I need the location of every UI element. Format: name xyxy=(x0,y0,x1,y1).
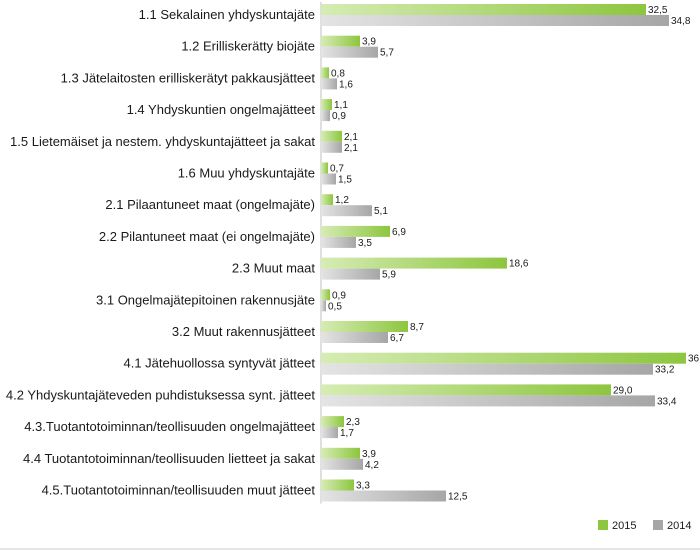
bar-2015-6 xyxy=(321,162,328,174)
bar-2015-3 xyxy=(321,67,329,79)
bar-2014-2 xyxy=(321,46,378,58)
bar-2014-14 xyxy=(321,427,338,439)
data-label-2015-11: 8,7 xyxy=(410,322,424,333)
bar-2015-14 xyxy=(321,416,344,428)
data-label-2014-10: 0,5 xyxy=(328,301,342,312)
data-label-2015-10: 0,9 xyxy=(332,290,346,301)
data-label-2015-1: 32,5 xyxy=(648,5,668,16)
bar-2015-2 xyxy=(321,35,360,47)
data-label-2015-12: 36,5 xyxy=(688,354,700,365)
data-label-2014-7: 5,1 xyxy=(374,206,388,217)
bar-2015-12 xyxy=(321,352,686,364)
bar-2015-10 xyxy=(321,289,330,301)
bar-2014-1 xyxy=(321,15,669,26)
data-label-2015-3: 0,8 xyxy=(331,68,345,79)
bar-2014-9 xyxy=(321,268,380,280)
category-label: 1.5 Lietemäiset ja nestem. yhdyskuntajät… xyxy=(10,134,315,149)
bar-2015-9 xyxy=(321,257,507,269)
bar-2015-5 xyxy=(321,130,342,142)
bar-2014-7 xyxy=(321,205,372,217)
bar-2014-10 xyxy=(321,300,326,312)
category-label: 1.6 Muu yhdyskuntajäte xyxy=(178,166,315,181)
bar-2015-1 xyxy=(321,4,646,15)
data-label-2015-9: 18,6 xyxy=(509,259,529,270)
data-label-2015-5: 2,1 xyxy=(344,132,358,143)
bar-2015-15 xyxy=(321,447,360,459)
data-label-2014-14: 1,7 xyxy=(340,428,354,439)
category-label: 1.4 Yhdyskuntien ongelmajätteet xyxy=(127,102,316,117)
bar-2014-12 xyxy=(321,363,653,375)
category-label: 1.1 Sekalainen yhdyskuntajäte xyxy=(139,7,315,22)
bar-2015-16 xyxy=(321,479,354,491)
category-label: 3.2 Muut rakennusjätteet xyxy=(172,324,315,339)
bar-2014-3 xyxy=(321,78,337,90)
bar-2014-16 xyxy=(321,490,446,502)
bar-2015-7 xyxy=(321,194,333,206)
data-label-2015-15: 3,9 xyxy=(362,449,376,460)
data-label-2014-11: 6,7 xyxy=(390,333,404,344)
category-label: 4.3.Tuotantotoiminnan/teollisuuden ongel… xyxy=(24,419,315,434)
bar-2015-8 xyxy=(321,225,390,237)
data-label-2014-16: 12,5 xyxy=(448,492,468,503)
data-label-2015-2: 3,9 xyxy=(362,37,376,48)
category-label: 2.3 Muut maat xyxy=(232,261,315,276)
data-label-2015-6: 0,7 xyxy=(330,164,344,175)
bar-2014-6 xyxy=(321,173,336,185)
bar-2015-4 xyxy=(321,99,332,111)
bar-2014-13 xyxy=(321,395,655,407)
category-label: 1.3 Jätelaitosten erilliskerätyt pakkaus… xyxy=(61,70,316,85)
data-label-2014-1: 34,8 xyxy=(671,16,691,27)
category-label: 4.1 Jätehuollossa syntyvät jätteet xyxy=(123,356,315,371)
data-label-2014-3: 1,6 xyxy=(339,79,353,90)
category-label: 4.4 Tuotantotoiminnan/teollisuuden liett… xyxy=(23,451,315,466)
legend-swatch-2015 xyxy=(598,520,608,530)
bar-2014-5 xyxy=(321,141,342,153)
data-label-2014-8: 3,5 xyxy=(358,238,372,249)
data-label-2014-4: 0,9 xyxy=(332,111,346,122)
bar-2015-11 xyxy=(321,321,408,332)
bar-2014-8 xyxy=(321,236,356,248)
legend: 2015 2014 xyxy=(598,520,691,532)
legend-swatch-2014 xyxy=(653,520,663,530)
data-label-2015-14: 2,3 xyxy=(346,417,360,428)
category-label: 2.1 Pilaantuneet maat (ongelmajäte) xyxy=(105,197,315,212)
data-label-2015-4: 1,1 xyxy=(334,100,348,111)
bar-2014-15 xyxy=(321,458,363,470)
bar-2014-11 xyxy=(321,332,388,343)
data-label-2014-12: 33,2 xyxy=(655,365,675,376)
category-label: 1.2 Erilliskerätty biojäte xyxy=(181,39,315,54)
bar-2015-13 xyxy=(321,384,611,396)
data-label-2014-6: 1,5 xyxy=(338,175,352,186)
data-label-2015-7: 1,2 xyxy=(335,195,349,206)
category-label: 3.1 Ongelmajätepitoinen rakennusjäte xyxy=(96,292,315,307)
data-label-2014-9: 5,9 xyxy=(382,270,396,281)
data-label-2015-16: 3,3 xyxy=(356,481,370,492)
category-label: 2.2 Pilantuneet maat (ei ongelmajäte) xyxy=(99,229,315,244)
legend-label-2014: 2014 xyxy=(667,520,691,532)
category-label: 4.5.Tuotantotoiminnan/teollisuuden muut … xyxy=(42,483,316,498)
data-label-2014-15: 4,2 xyxy=(365,460,379,471)
data-label-2015-13: 29,0 xyxy=(613,385,633,396)
data-label-2014-13: 33,4 xyxy=(657,396,677,407)
data-label-2015-8: 6,9 xyxy=(392,227,406,238)
data-label-2014-2: 5,7 xyxy=(380,48,394,59)
legend-label-2015: 2015 xyxy=(612,520,636,532)
bar-2014-4 xyxy=(321,110,330,122)
data-label-2014-5: 2,1 xyxy=(344,143,358,154)
category-label: 4.2 Yhdyskuntajäteveden puhdistuksessa s… xyxy=(6,387,315,402)
